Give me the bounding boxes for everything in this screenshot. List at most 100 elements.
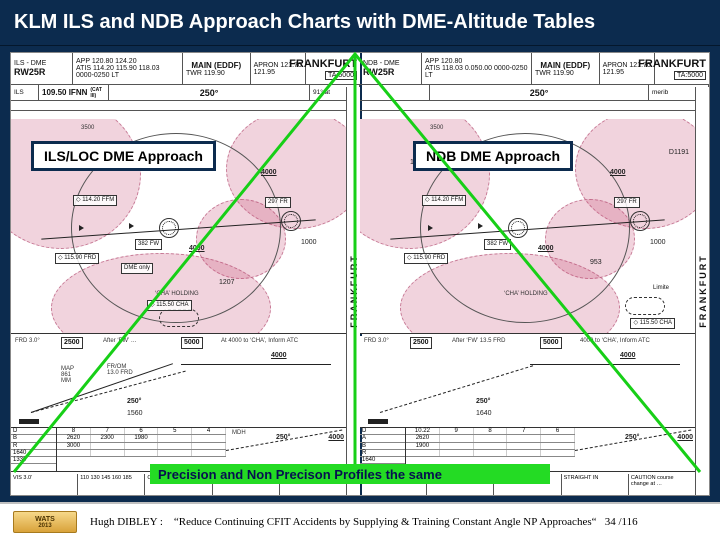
ils-label-text: ILS/LOC DME Approach: [44, 148, 203, 164]
ndb-crs: 250°: [430, 85, 649, 100]
ils-side-label: FRANKFURT: [346, 87, 360, 495]
caut-cell-r: CAUTION course change at …: [629, 474, 695, 495]
row-r-r: R: [360, 450, 405, 457]
fw-ndb: [159, 218, 179, 238]
ils-crs: 250°: [109, 85, 310, 100]
ndb-blank: [360, 85, 430, 100]
ndb-side-txt: FRANKFURT: [698, 254, 708, 328]
gp-label-r: FRD 3.0°: [364, 338, 389, 344]
fap-alt-r: 2500: [410, 337, 432, 349]
ndb-side-label: FRANKFURT: [695, 87, 709, 495]
ndb-crs-row: 250° merib: [360, 85, 709, 101]
prof-1560: 1560: [127, 410, 143, 417]
ils-loc-row: ILS 109.50 IFNN (CAT III) 250° 91° at: [11, 85, 360, 101]
row-r: R: [11, 443, 56, 450]
plan-1000-r: 1000: [650, 239, 666, 246]
ils-city: FRANKFURT: [289, 58, 357, 70]
fap-alt: 2500: [61, 337, 83, 349]
mdh-box-r: 250° 4000: [575, 428, 695, 471]
to-cha-r: 4000 to ‘CHA’, Inform ATC: [580, 338, 650, 344]
vis-cell: VIS 3.0’: [11, 474, 78, 495]
cha-box: ◇ 115.50 CHA: [147, 300, 192, 311]
msa-alt: 3500: [81, 125, 94, 131]
ils-rwy: RW25R: [14, 67, 69, 77]
gp-label: FRD 3.0°: [15, 338, 40, 344]
ffm-box: ◇ 114.20 FFM: [73, 195, 117, 206]
ils-chart: ILS - DME RW25R APP 120.80 124.20 ATIS 1…: [11, 53, 360, 495]
cha-hold-lbl: ‘CHA’ HOLDING: [155, 291, 199, 297]
gs-cell: 110 130 145 160 185: [78, 474, 145, 495]
charts-container: ILS - DME RW25R APP 120.80 124.20 ATIS 1…: [10, 52, 710, 496]
rwy-symbol-r: [368, 419, 388, 424]
plan-1207: 1207: [219, 279, 235, 286]
route-5000: 5000: [181, 337, 203, 349]
ndb-type-rwy: NDB - DME RW25R: [360, 53, 422, 84]
ils-main: MAIN (EDDF) TWR 119.90: [183, 53, 251, 84]
ils-ta: TA:5000: [325, 71, 357, 80]
footer: WATS 2013 Hugh DIBLEY : “Reduce Continui…: [0, 502, 720, 540]
green-caption-text: Precision and Non Precison Profiles the …: [158, 467, 442, 482]
ils-app: APP 120.80 124.20: [76, 58, 179, 65]
cha-hold-lbl-r: ‘CHA’ HOLDING: [504, 291, 548, 297]
plan-1000: 1000: [301, 239, 317, 246]
dme-note: DME only: [121, 263, 153, 274]
fw-box: 382 FW: [135, 239, 162, 250]
fr-box: 297 FR: [265, 197, 291, 208]
gp-dash-r: [380, 365, 533, 413]
ils-freq: 109.50 IFNN (CAT III): [39, 85, 109, 100]
ils-main-label: MAIN (EDDF): [186, 61, 247, 70]
rwy-symbol: [19, 419, 39, 424]
fw-box-r: 382 FW: [484, 239, 511, 250]
mm-flag-r: [428, 225, 433, 231]
ndb-twr: TWR 119.90: [535, 70, 596, 77]
logo-year: 2013: [38, 523, 51, 529]
limite-hold: [625, 297, 665, 315]
slide-title: KLM ILS and NDB Approach Charts with DME…: [14, 11, 595, 34]
ils-atis: ATIS 114.20 115.90 118.03 0000-0250 LT: [76, 65, 179, 79]
title-bar: KLM ILS and NDB Approach Charts with DME…: [0, 0, 720, 46]
prof-1640-r: 1640: [476, 410, 492, 417]
str-cell-r: STRAIGHT IN: [562, 474, 629, 495]
gp-dash: [31, 371, 186, 413]
prof-4000: 4000: [271, 352, 287, 359]
row-blank2: 1330: [11, 457, 56, 464]
footer-text: Hugh DIBLEY : “Reduce Continuing CFIT Ac…: [84, 516, 720, 528]
om-frd: FR/OM13.0 FRD: [107, 364, 133, 376]
level-4000-r: [530, 364, 680, 365]
after-fw: After ‘FW’ …: [103, 338, 137, 344]
row-b: B: [11, 435, 56, 442]
row-blank: 1640: [11, 450, 56, 457]
wats-logo-box: WATS 2013: [13, 511, 77, 533]
ndb-city-cell: FRANKFURT TA:5000: [655, 53, 709, 84]
fw-ndb-r: [508, 218, 528, 238]
ndb-pad: [360, 101, 709, 111]
prof-4000-r: 4000: [620, 352, 636, 359]
row-a-r: A: [360, 435, 405, 442]
prof-hdg-r: 250°: [476, 398, 490, 405]
ndb-city: FRANKFURT: [638, 58, 706, 70]
om-flag-r: [478, 223, 483, 229]
ndb-profile: FRD 3.0° 2500 After ‘FW’ 13.5 FRD 5000 4…: [360, 336, 695, 428]
level-4000: [181, 364, 331, 365]
ndb-main-label: MAIN (EDDF): [535, 61, 596, 70]
ndb-label-text: NDB DME Approach: [426, 148, 560, 164]
cha-hold: [159, 309, 199, 327]
after-fw-r: After ‘FW’ 13.5 FRD: [452, 338, 505, 344]
mm-flag: [79, 225, 84, 231]
ils-type: ILS - DME: [14, 60, 69, 67]
ils-freqs: APP 120.80 124.20 ATIS 114.20 115.90 118…: [73, 53, 183, 84]
row-d: D: [11, 428, 56, 435]
limite-lbl: Limite: [651, 284, 671, 293]
plan-4000a: 4000: [189, 245, 205, 252]
plan-4000a-r: 4000: [538, 245, 554, 252]
to-cha: At 4000 to ‘CHA’, Inform ATC: [221, 338, 298, 344]
msa-alt-r: 3500: [430, 125, 443, 131]
frd-box: ◇ 115.90 FRD: [55, 253, 99, 264]
fr-ndb: [281, 211, 301, 231]
row-d-r: D: [360, 428, 405, 435]
cha-box-r: ◇ 115.50 CHA: [630, 318, 675, 329]
ndb-app: APP 120.80: [425, 58, 528, 65]
ndb-type: NDB - DME: [363, 60, 418, 67]
om-flag: [129, 223, 134, 229]
ils-header: ILS - DME RW25R APP 120.80 124.20 ATIS 1…: [11, 53, 360, 85]
